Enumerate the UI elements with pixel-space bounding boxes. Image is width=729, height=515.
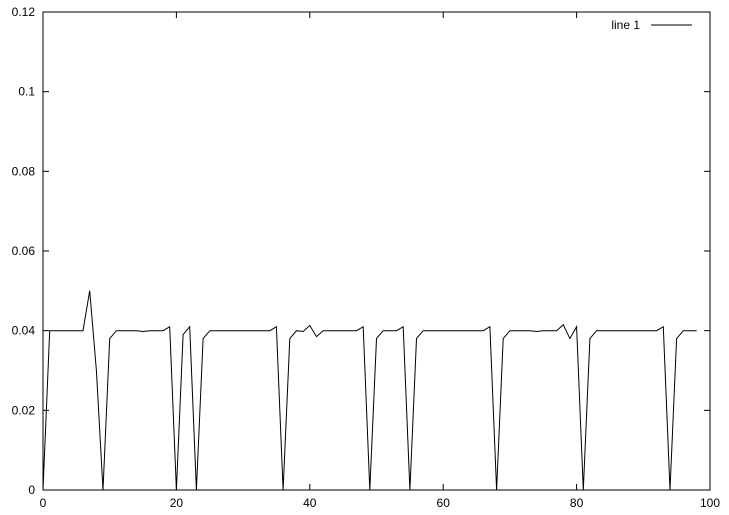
y-tick-label: 0.08 (12, 164, 36, 178)
y-tick-label: 0 (28, 483, 35, 497)
series-line-1 (42, 290, 697, 491)
legend-label: line 1 (611, 18, 640, 32)
y-tick-label: 0.1 (18, 85, 35, 99)
plot-frame (42, 11, 711, 491)
y-tick-label: 0.12 (12, 5, 36, 19)
x-tick-label: 40 (303, 496, 317, 510)
y-tick-label: 0.04 (12, 324, 36, 338)
x-tick-label: 20 (170, 496, 184, 510)
x-tick-label: 100 (700, 496, 720, 510)
y-tick-label: 0.06 (12, 244, 36, 258)
x-tick-label: 0 (40, 496, 47, 510)
y-tick-label: 0.02 (12, 403, 36, 417)
x-tick-label: 80 (570, 496, 584, 510)
legend: line 1 (611, 18, 692, 32)
x-tick-label: 60 (437, 496, 451, 510)
